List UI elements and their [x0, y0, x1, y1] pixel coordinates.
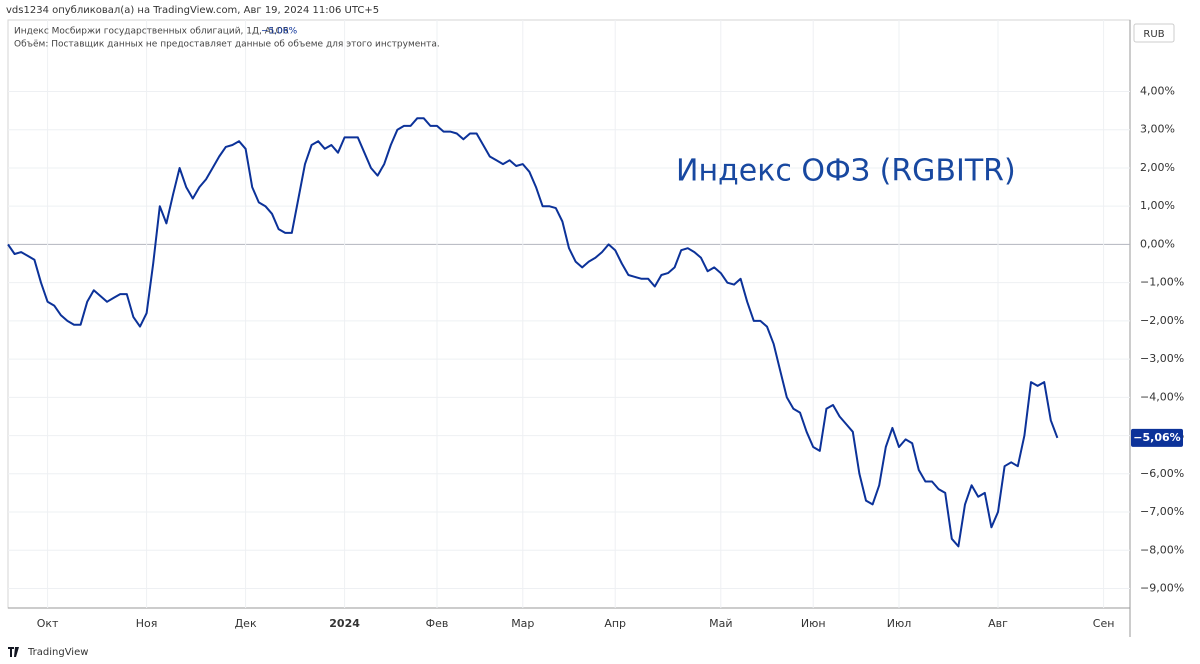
y-tick-label: 1,00% [1140, 199, 1175, 212]
x-tick-label: Июл [887, 617, 912, 630]
y-tick-label: 0,00% [1140, 237, 1175, 250]
y-tick-label: −6,00% [1140, 467, 1184, 480]
x-tick-label: Апр [604, 617, 626, 630]
x-tick-label: Мар [511, 617, 534, 630]
currency-box [1133, 23, 1175, 43]
volume-note: Объём: Поставщик данных не предоставляет… [14, 40, 440, 50]
price-label: −5,06% [1133, 431, 1180, 444]
x-tick-label: Фев [426, 617, 449, 630]
x-tick-label: Ноя [136, 617, 158, 630]
y-tick-label: −3,00% [1140, 352, 1184, 365]
logo [8, 647, 19, 657]
y-tick-label: −9,00% [1140, 582, 1184, 595]
y-tick-label: −7,00% [1140, 505, 1184, 518]
x-tick-label: Июн [801, 617, 826, 630]
legend-entry: Индекс Мосбиржи государственных облигаци… [14, 27, 289, 37]
x-tick-label: Окт [37, 617, 59, 630]
y-tick-label: −1,00% [1140, 276, 1184, 289]
y-tick-label: 3,00% [1140, 123, 1175, 136]
x-tick-label: Дек [235, 617, 257, 630]
y-tick-label: −4,00% [1140, 390, 1184, 403]
annotation: Индекс ОФЗ (RGBITR) [676, 154, 1016, 189]
price-label-box [1131, 428, 1183, 447]
change-label: −5,06% [261, 27, 298, 37]
header: vds1234 опубликовал(а) на TradingView.co… [6, 5, 379, 16]
x-tick-label: Авг [988, 617, 1008, 630]
y-tick-label: 4,00% [1140, 84, 1175, 97]
y-tick-label: 2,00% [1140, 161, 1175, 174]
x-tick-label: Май [709, 617, 732, 630]
x-tick-label: Сен [1093, 617, 1115, 630]
line-series [7, 117, 1059, 548]
currency: RUB [1143, 29, 1164, 40]
y-tick-label: −2,00% [1140, 314, 1184, 327]
footer: TradingView [27, 647, 88, 658]
y-tick-label: −8,00% [1140, 543, 1184, 556]
x-tick-label: 2024 [329, 617, 360, 630]
